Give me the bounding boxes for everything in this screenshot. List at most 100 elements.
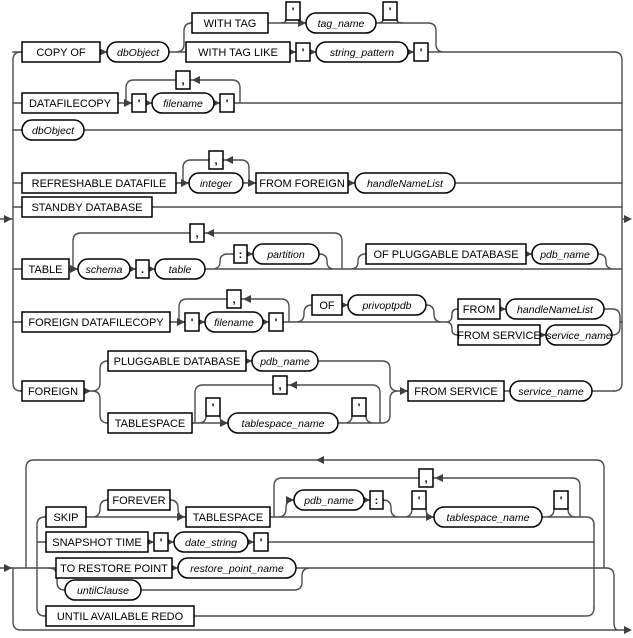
node-label-quote-ds-2: ' bbox=[260, 537, 263, 549]
node-dot: . bbox=[135, 259, 150, 279]
node-table-kw: TABLE bbox=[21, 258, 70, 280]
literal-shape-quote-tag-2 bbox=[382, 1, 398, 21]
node-schema: schema bbox=[77, 258, 131, 280]
variable-shape-handlenamelist-2 bbox=[505, 298, 605, 320]
node-handlenamelist-1: handleNameList bbox=[354, 172, 456, 194]
keyword-shape-copy-of bbox=[21, 41, 101, 63]
keyword-shape-snapshot-time bbox=[45, 531, 149, 553]
node-dbobject-1: dbObject bbox=[106, 41, 170, 63]
keyword-shape-from-service-1 bbox=[457, 324, 541, 346]
node-tag-name: tag_name bbox=[305, 12, 377, 34]
node-from-foreign: FROM FOREIGN bbox=[255, 172, 349, 194]
variable-shape-pdb-name-2 bbox=[251, 350, 319, 372]
variable-shape-filename-2 bbox=[204, 311, 264, 333]
node-label-dbobject-1: dbObject bbox=[117, 47, 160, 59]
variable-shape-schema bbox=[77, 258, 131, 280]
keyword-shape-from-foreign bbox=[255, 172, 349, 194]
node-label-pdb-name-3: pdb_name bbox=[303, 495, 354, 507]
node-skip-kw: SKIP bbox=[45, 506, 87, 528]
keyword-shape-of-pluggable-database bbox=[365, 243, 527, 265]
node-quote-ts2-2: ' bbox=[553, 490, 569, 510]
variable-shape-handlenamelist-1 bbox=[354, 172, 456, 194]
node-service-name-2: service_name bbox=[509, 380, 593, 402]
variable-shape-tablespace-name-2 bbox=[433, 506, 543, 528]
keyword-shape-foreign-kw bbox=[21, 380, 85, 402]
node-quote-pat-1: ' bbox=[295, 42, 311, 62]
node-date-string: date_string bbox=[173, 531, 249, 553]
variable-shape-service-name-2 bbox=[509, 380, 593, 402]
node-label-quote-pat-1: ' bbox=[302, 47, 305, 59]
node-label-quote-ts1-1: ' bbox=[212, 402, 215, 414]
node-label-tag-name: tag_name bbox=[318, 18, 365, 30]
literal-shape-quote-ts1-1 bbox=[205, 397, 221, 417]
node-datafilecopy: DATAFILECOPY bbox=[21, 92, 119, 114]
node-label-colon-2: : bbox=[375, 495, 379, 507]
node-label-pdb-name-1: pdb_name bbox=[539, 249, 590, 261]
node-label-to-restore-point: TO RESTORE POINT bbox=[60, 563, 168, 575]
node-label-quote-ts2-1: ' bbox=[418, 495, 421, 507]
variable-shape-pdb-name-3 bbox=[293, 489, 365, 511]
literal-shape-comma-2 bbox=[208, 150, 224, 170]
node-of-kw: OF bbox=[311, 294, 343, 316]
node-comma-3: , bbox=[189, 223, 205, 243]
variable-shape-pdb-name-1 bbox=[531, 243, 599, 265]
node-label-of-kw: OF bbox=[319, 300, 335, 312]
keyword-shape-standby-database bbox=[21, 196, 153, 218]
literal-shape-quote-pat-1 bbox=[295, 42, 311, 62]
node-label-with-tag-like: WITH TAG LIKE bbox=[198, 47, 278, 59]
node-label-pdb-name-2: pdb_name bbox=[259, 356, 310, 368]
node-pdb-name-1: pdb_name bbox=[531, 243, 599, 265]
node-label-comma-4: , bbox=[232, 294, 235, 306]
node-quote-ds-1: ' bbox=[153, 532, 169, 552]
literal-shape-quote-fn1-1 bbox=[131, 93, 147, 113]
node-label-forever: FOREVER bbox=[112, 495, 165, 507]
variable-shape-partition bbox=[252, 243, 320, 265]
node-label-until-available-redo: UNTIL AVAILABLE REDO bbox=[57, 611, 184, 623]
node-pluggable-database: PLUGGABLE DATABASE bbox=[107, 350, 247, 372]
variable-shape-filename-1 bbox=[151, 92, 215, 114]
node-label-comma-1: , bbox=[181, 75, 184, 87]
node-label-quote-ts1-2: ' bbox=[358, 402, 361, 414]
node-label-of-pluggable-database: OF PLUGGABLE DATABASE bbox=[373, 249, 518, 261]
node-colon-2: : bbox=[369, 490, 384, 510]
node-label-partition: partition bbox=[266, 249, 305, 261]
node-label-handlenamelist-2: handleNameList bbox=[517, 304, 594, 316]
node-quote-pat-2: ' bbox=[413, 42, 429, 62]
node-label-service-name-2: service_name bbox=[518, 386, 584, 398]
node-to-restore-point: TO RESTORE POINT bbox=[55, 557, 173, 579]
node-quote-tag-1: ' bbox=[285, 1, 301, 21]
literal-shape-quote-tag-1 bbox=[285, 1, 301, 21]
node-label-pluggable-database: PLUGGABLE DATABASE bbox=[114, 356, 241, 368]
literal-shape-colon-2 bbox=[369, 490, 384, 510]
keyword-shape-refreshable-datafile bbox=[21, 172, 177, 194]
node-label-table-kw: TABLE bbox=[28, 264, 62, 276]
literal-shape-comma-4 bbox=[226, 289, 242, 309]
node-label-skip-kw: SKIP bbox=[53, 512, 78, 524]
node-comma-2: , bbox=[208, 150, 224, 170]
node-tablespace-name-2: tablespace_name bbox=[433, 506, 543, 528]
node-label-with-tag: WITH TAG bbox=[204, 18, 257, 30]
node-label-filename-2: filename bbox=[214, 317, 254, 329]
node-label-colon-1: : bbox=[239, 249, 243, 261]
variable-shape-dbobject-1 bbox=[106, 41, 170, 63]
literal-shape-quote-ds-1 bbox=[153, 532, 169, 552]
literal-shape-quote-fn2-2 bbox=[268, 312, 284, 332]
node-label-refreshable-datafile: REFRESHABLE DATAFILE bbox=[32, 178, 167, 190]
node-filename-2: filename bbox=[204, 311, 264, 333]
node-label-quote-ds-1: ' bbox=[160, 537, 163, 549]
keyword-shape-of-kw bbox=[311, 294, 343, 316]
keyword-shape-from-kw bbox=[457, 298, 501, 320]
node-filename-1: filename bbox=[151, 92, 215, 114]
node-label-tablespace-kw-1: TABLESPACE bbox=[115, 418, 186, 430]
keyword-shape-pluggable-database bbox=[107, 350, 247, 372]
node-quote-fn2-1: ' bbox=[184, 312, 200, 332]
literal-shape-quote-ts1-2 bbox=[351, 397, 367, 417]
node-from-service-1: FROM SERVICE bbox=[457, 324, 541, 346]
node-label-quote-fn2-2: ' bbox=[275, 317, 278, 329]
node-label-standby-database: STANDBY DATABASE bbox=[31, 202, 142, 214]
keyword-shape-tablespace-kw-1 bbox=[107, 412, 193, 434]
node-comma-6: , bbox=[418, 468, 434, 488]
node-label-tablespace-name-1: tablespace_name bbox=[242, 418, 325, 430]
node-quote-fn1-2: ' bbox=[219, 93, 235, 113]
node-of-pluggable-database: OF PLUGGABLE DATABASE bbox=[365, 243, 527, 265]
